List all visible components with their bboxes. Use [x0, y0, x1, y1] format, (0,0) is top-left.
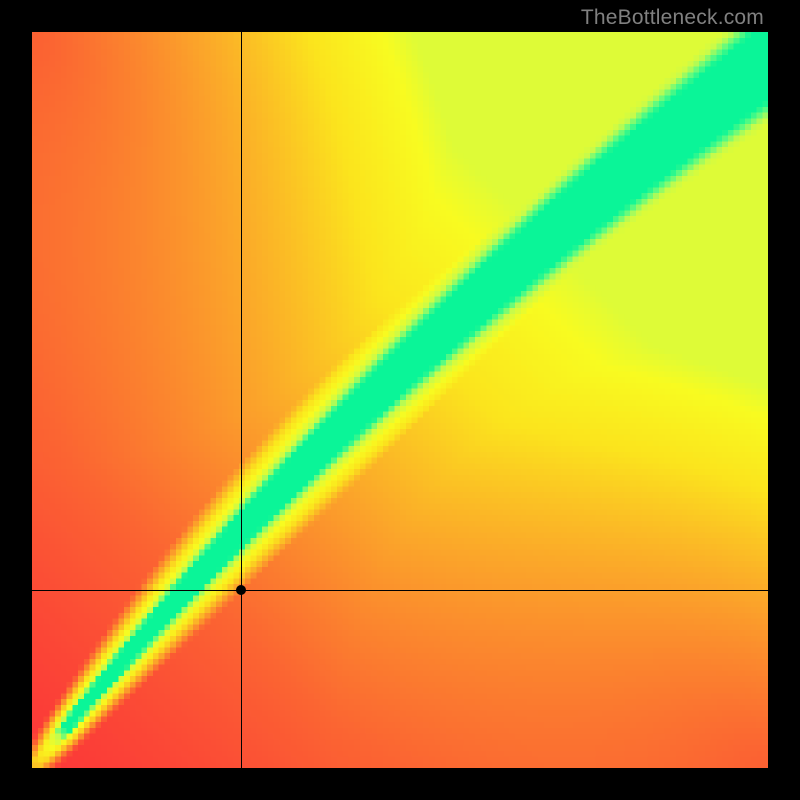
crosshair-vertical [241, 32, 242, 768]
watermark-text: TheBottleneck.com [581, 6, 764, 30]
crosshair-marker [236, 585, 246, 595]
heatmap-canvas [32, 32, 768, 768]
heatmap-plot [32, 32, 768, 768]
crosshair-horizontal [32, 590, 768, 591]
